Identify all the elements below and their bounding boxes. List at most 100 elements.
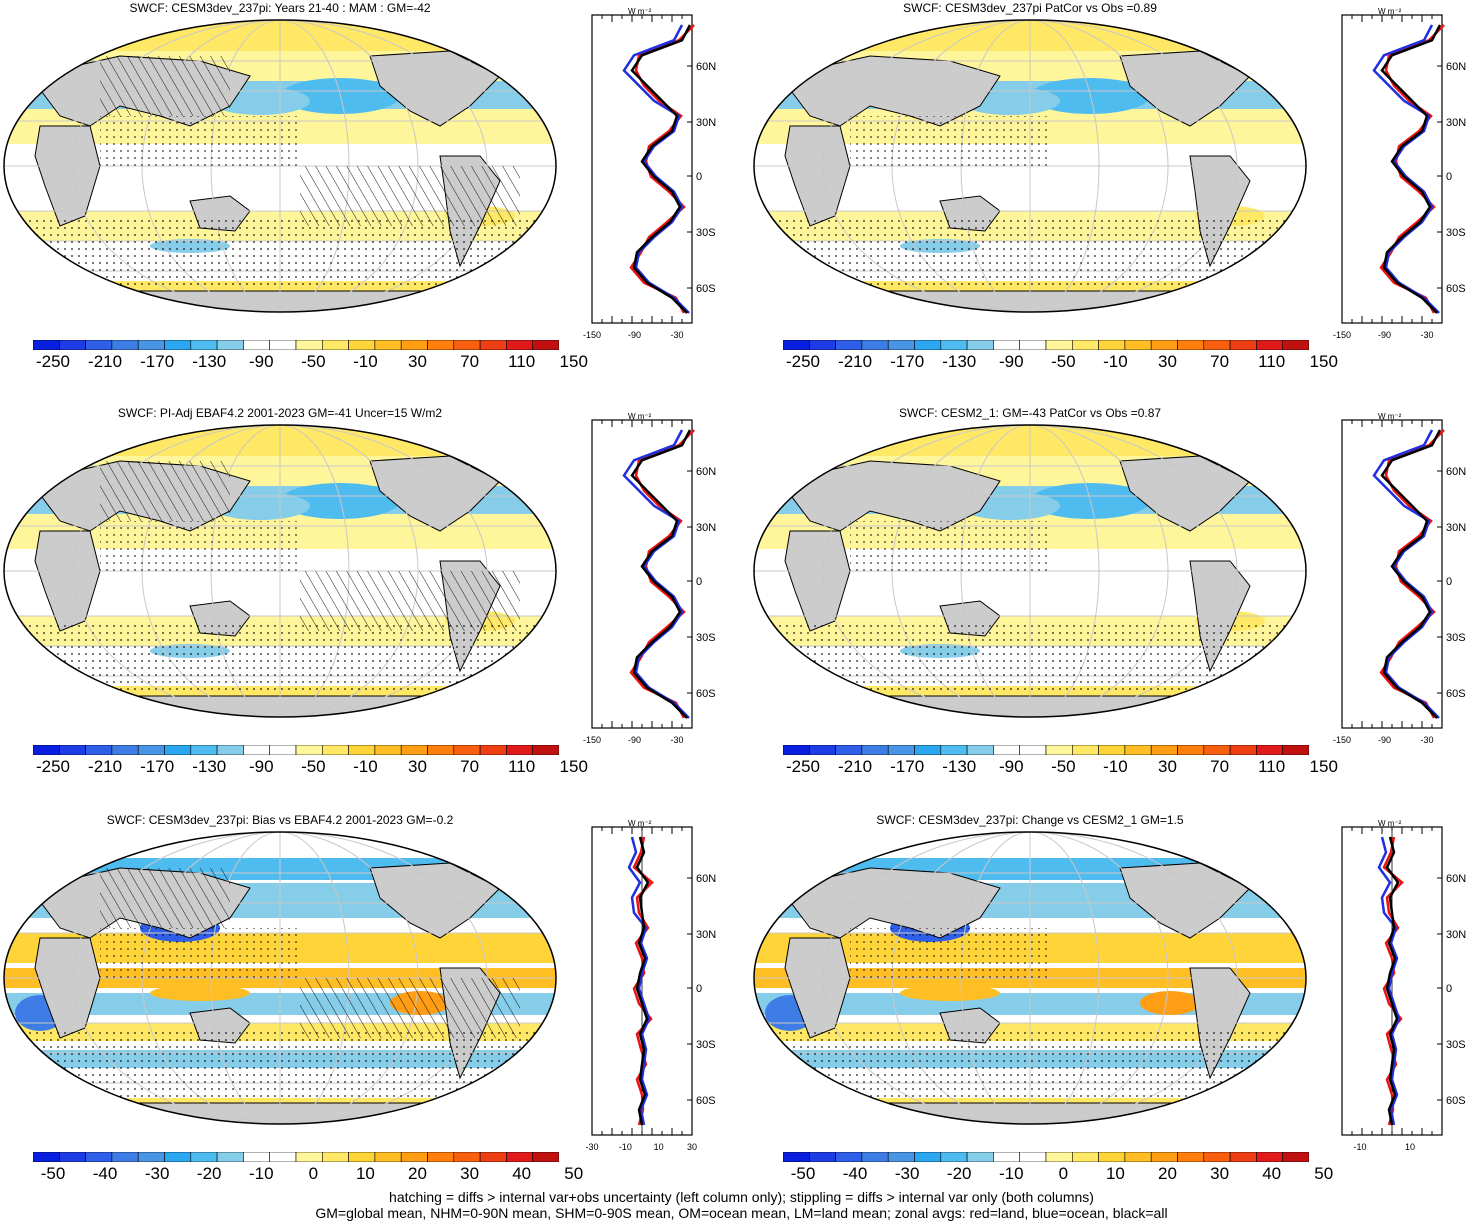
zonal-lat-label: 0 <box>1446 576 1452 588</box>
zonal-lat-label: 60S <box>1446 1095 1466 1107</box>
colorbar-swatch <box>33 1152 60 1162</box>
panel-obs-ebaf: SWCF: PI-Adj EBAF4.2 2001-2023 GM=-41 Un… <box>0 405 740 810</box>
colorbar-swatch <box>453 340 481 350</box>
zonal-lat-label: 0 <box>1446 171 1452 183</box>
colorbar-swatch <box>58 340 86 350</box>
colorbar-label: -250 <box>35 757 71 776</box>
colorbar-swatch <box>1150 1152 1178 1162</box>
colorbar-swatch <box>190 745 218 755</box>
colorbar-swatch <box>58 745 86 755</box>
colorbar-swatch <box>374 745 402 755</box>
zonal-ocean-curve <box>622 24 690 314</box>
colorbar-label: 10 <box>1105 1164 1125 1183</box>
colorbar-swatch <box>216 745 244 755</box>
colorbar-swatch <box>993 1152 1020 1162</box>
zonal-x-tick: -90 <box>1378 735 1391 745</box>
colorbar-label: -50 <box>1051 757 1076 776</box>
zonal-x-tick: -90 <box>1378 330 1391 340</box>
colorbar-swatch <box>321 745 349 755</box>
colorbar-label: -40 <box>842 1164 868 1183</box>
zonal-ocean-curve <box>622 429 690 719</box>
colorbar-swatch <box>1045 745 1073 755</box>
colorbar-swatch <box>966 745 994 755</box>
colorbar-swatch <box>33 340 60 350</box>
zonal-unit: W m⁻² <box>1378 7 1402 16</box>
colorbar <box>783 1152 1309 1162</box>
colorbar-swatch <box>1256 340 1283 350</box>
colorbar-swatch <box>914 340 942 350</box>
zonal-lat-label: 60N <box>696 466 716 478</box>
panel-bias: SWCF: CESM3dev_237pi: Bias vs EBAF4.2 20… <box>0 812 740 1217</box>
colorbar-swatch <box>1071 1152 1099 1162</box>
zonal-x-tick: -90 <box>628 735 641 745</box>
world-map <box>3 19 557 313</box>
colorbar-swatch <box>1150 745 1178 755</box>
colorbar-swatch <box>243 745 270 755</box>
colorbar-swatch <box>453 1152 481 1162</box>
colorbar-swatch <box>111 745 139 755</box>
colorbar-swatch <box>1124 745 1152 755</box>
colorbar-swatch <box>808 745 836 755</box>
colorbar-label: -210 <box>838 352 873 371</box>
colorbar-swatch <box>85 340 113 350</box>
colorbar-swatch <box>966 1152 994 1162</box>
world-map <box>753 424 1307 718</box>
colorbar-swatch <box>914 745 942 755</box>
zonal-x-tick: -10 <box>619 1142 632 1152</box>
colorbar-swatch <box>58 1152 86 1162</box>
colorbar-swatch <box>1229 1152 1257 1162</box>
colorbar-label: -210 <box>88 352 123 371</box>
colorbar-label: -10 <box>353 757 378 776</box>
colorbar-swatch <box>400 745 428 755</box>
colorbar-label: -250 <box>35 352 71 371</box>
zonal-all-curve <box>1385 836 1400 1126</box>
colorbar-swatch <box>374 340 402 350</box>
panel-mam-model: SWCF: CESM3dev_237pi: Years 21-40 : MAM … <box>0 0 740 405</box>
colorbar-swatch <box>1282 340 1309 350</box>
colorbar-label: 30 <box>408 352 427 371</box>
zonal-ocean-curve <box>1377 836 1401 1126</box>
colorbar-swatch <box>861 1152 889 1162</box>
zonal-land-curve <box>1379 24 1445 314</box>
zonal-lat-label: 60S <box>1446 283 1466 295</box>
colorbar-label: -50 <box>301 352 326 371</box>
colorbar-swatch <box>783 1152 810 1162</box>
colorbar-label: 150 <box>559 757 588 776</box>
colorbar-swatch <box>479 745 507 755</box>
colorbar-label: 20 <box>1158 1164 1177 1183</box>
colorbar-swatch <box>861 745 889 755</box>
colorbar <box>33 745 559 755</box>
colorbar-swatch <box>835 340 863 350</box>
colorbar-swatch <box>295 340 323 350</box>
colorbar-label: 70 <box>1210 757 1230 776</box>
colorbar-swatch <box>243 340 270 350</box>
colorbar-swatch <box>243 1152 270 1162</box>
colorbar-swatch <box>506 340 533 350</box>
colorbar-labels: -250 -210 -170 -130 -90 -50 -10 30 70 110 150 <box>20 757 588 781</box>
colorbar-swatch <box>1229 340 1257 350</box>
colorbar-swatch <box>400 1152 428 1162</box>
colorbar-swatch <box>1019 745 1047 755</box>
colorbar-swatch <box>269 340 297 350</box>
colorbar-swatch <box>111 1152 139 1162</box>
zonal-lat-label: 60S <box>1446 688 1466 700</box>
zonal-mean-plot: W m⁻² 60N 30N 0 30S 60S -150 -90 -30 <box>1333 7 1466 340</box>
colorbar-label: -50 <box>301 757 326 776</box>
colorbar-swatch <box>1019 1152 1047 1162</box>
colorbar-swatch <box>1098 1152 1126 1162</box>
colorbar-swatch <box>1229 745 1257 755</box>
colorbar-label: -40 <box>92 1164 118 1183</box>
colorbar-label: 30 <box>1158 757 1177 776</box>
colorbar-swatch <box>137 1152 165 1162</box>
colorbar-swatch <box>940 1152 968 1162</box>
zonal-lat-label: 30S <box>696 632 716 644</box>
colorbar-swatch <box>835 745 863 755</box>
colorbar-swatch <box>1177 745 1205 755</box>
colorbar-label: 30 <box>1158 352 1177 371</box>
colorbar-swatch <box>887 745 915 755</box>
colorbar-label: -170 <box>140 757 175 776</box>
colorbar-swatch <box>993 340 1020 350</box>
colorbar-label: -130 <box>942 757 977 776</box>
zonal-x-tick: 30 <box>687 1142 697 1152</box>
colorbar-label: 0 <box>1058 1164 1069 1183</box>
